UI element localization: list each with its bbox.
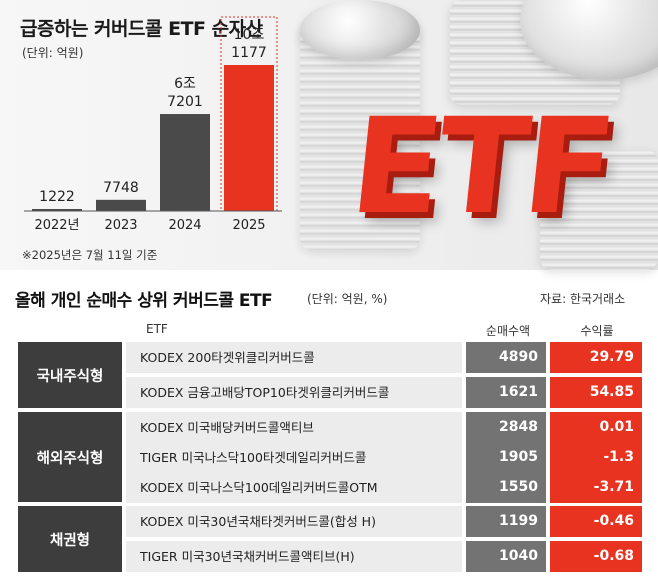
bar (224, 65, 274, 211)
group-label-bond: 채권형 (18, 506, 122, 572)
etf-name-cell: KODEX 금융고배당TOP10타겟위클리커버드콜 (126, 377, 462, 408)
table-source: 자료: 한국거래소 (540, 292, 626, 306)
net-buy-cell: 1199 (466, 506, 546, 537)
net-buy-cell: 1040 (466, 541, 546, 572)
data-label: 7201 (167, 94, 203, 110)
net-buy-cell: 1905 (466, 442, 546, 473)
group-label-domestic-equity: 국내주식형 (18, 342, 122, 408)
coin-image (300, 0, 420, 60)
table-row: KODEX 금융고배당TOP10타겟위클리커버드콜 1621 54.85 (126, 377, 642, 408)
table-row: KODEX 미국나스닥100데일리커버드콜OTM 1550 -3.71 (126, 472, 642, 503)
etf-name-cell: TIGER 미국30년국채커버드콜액티브(H) (126, 541, 462, 572)
data-label: 10조 (234, 27, 265, 43)
bar-chart: 1222 2022년 7748 2023 6조 7201 2024 10조 1177 2025 (24, 16, 282, 233)
coin-stack-image (540, 150, 658, 270)
group-label-overseas-equity: 해외주식형 (18, 412, 122, 502)
x-tick-label: 2023 (104, 218, 137, 233)
net-buy-cell: 1550 (466, 472, 546, 503)
column-header-etf: ETF (146, 322, 168, 336)
return-cell: -1.3 (550, 442, 642, 473)
return-cell: 54.85 (550, 377, 642, 408)
return-cell: -0.46 (550, 506, 642, 537)
bar (96, 199, 146, 211)
x-tick-label: 2025 (232, 218, 265, 233)
column-header-return: 수익률 (580, 324, 614, 338)
return-cell: 29.79 (550, 342, 642, 373)
x-tick-label: 2022년 (34, 218, 79, 233)
top-panel: ETF 급증하는 커버드콜 ETF 순자산 (단위: 억원) 1222 2022년… (0, 0, 658, 270)
chart-unit-label: (단위: 억원) (22, 46, 84, 60)
data-label: 7748 (103, 180, 139, 196)
table-row: KODEX 200타겟위클리커버드콜 4890 29.79 (126, 342, 642, 373)
net-buy-cell: 2848 (466, 412, 546, 443)
bar (32, 209, 82, 211)
net-buy-cell: 1621 (466, 377, 546, 408)
net-buy-cell: 4890 (466, 342, 546, 373)
table-unit-label: (단위: 억원, %) (307, 292, 388, 306)
x-tick-label: 2024 (168, 218, 201, 233)
column-header-net-buy: 순매수액 (485, 324, 531, 338)
etf-name-cell: TIGER 미국나스닥100타겟데일리커버드콜 (126, 442, 462, 473)
bar (160, 114, 210, 211)
table-row: TIGER 미국30년국채커버드콜액티브(H) 1040 -0.68 (126, 541, 642, 572)
etf-name-cell: KODEX 200타겟위클리커버드콜 (126, 342, 462, 373)
chart-footnote: ※2025년은 7월 11일 기준 (22, 248, 158, 262)
return-cell: -3.71 (550, 472, 642, 503)
etf-name-cell: KODEX 미국나스닥100데일리커버드콜OTM (126, 472, 462, 503)
etf-name-cell: KODEX 미국30년국채타겟커버드콜(합성 H) (126, 506, 462, 537)
table-row: TIGER 미국나스닥100타겟데일리커버드콜 1905 -1.3 (126, 442, 642, 473)
return-cell: -0.68 (550, 541, 642, 572)
data-label: 1177 (231, 45, 267, 61)
table-title: 올해 개인 순매수 상위 커버드콜 ETF (15, 291, 273, 311)
chart-title: 급증하는 커버드콜 ETF 순자산 (20, 18, 263, 40)
table-row: KODEX 미국30년국채타겟커버드콜(합성 H) 1199 -0.46 (126, 506, 642, 537)
data-label: 1222 (39, 189, 75, 205)
return-cell: 0.01 (550, 412, 642, 443)
table-row: KODEX 미국배당커버드콜액티브 2848 0.01 (126, 412, 642, 443)
etf-name-cell: KODEX 미국배당커버드콜액티브 (126, 412, 462, 443)
data-label: 6조 (174, 76, 196, 92)
